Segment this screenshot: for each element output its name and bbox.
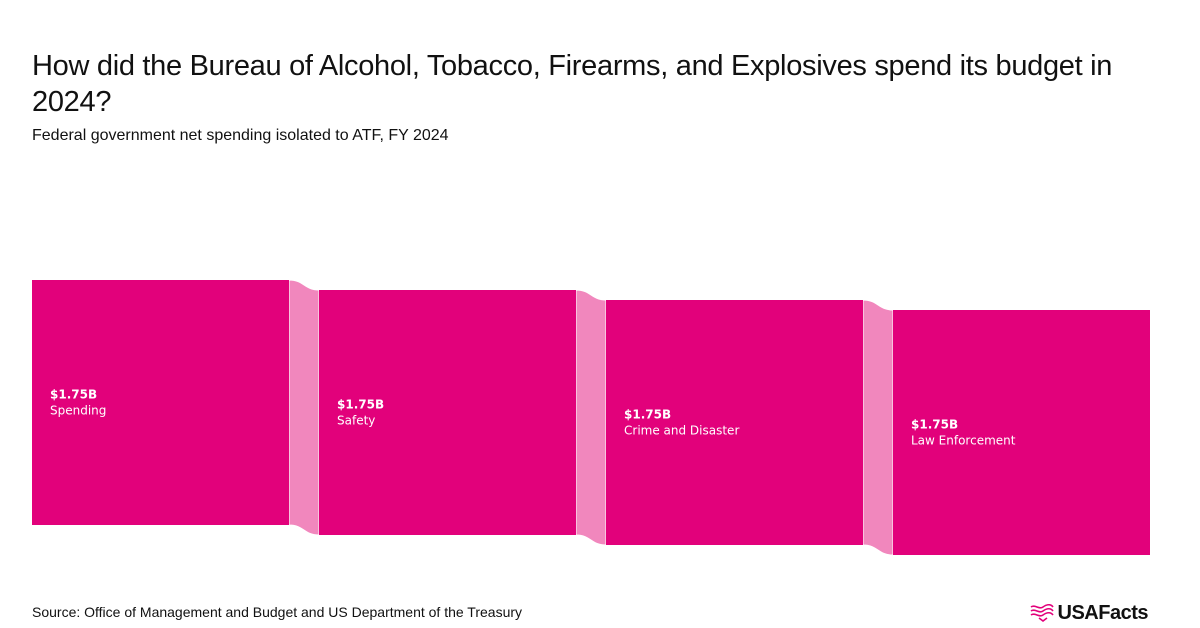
node-category-label: Spending	[50, 404, 106, 418]
sankey-node-2: $1.75B Crime and Disaster	[606, 300, 863, 545]
chart-title: How did the Bureau of Alcohol, Tobacco, …	[32, 50, 1113, 118]
sankey-node-0: $1.75B Spending	[32, 280, 289, 525]
node-value-label: $1.75B	[50, 388, 97, 402]
usafacts-flag-icon	[1030, 604, 1054, 622]
node-value-label: $1.75B	[624, 408, 671, 422]
chart-subtitle: Federal government net spending isolated…	[32, 127, 449, 144]
node-value-label: $1.75B	[337, 398, 384, 412]
sankey-node-1: $1.75B Safety	[319, 290, 576, 535]
node-category-label: Crime and Disaster	[624, 424, 739, 438]
sankey-node-3: $1.75B Law Enforcement	[893, 310, 1150, 555]
usafacts-logo[interactable]: USAFacts	[1030, 601, 1149, 625]
sankey-link-1	[575, 289, 607, 546]
sankey-node-bar	[319, 290, 576, 535]
sankey-link-2	[862, 299, 894, 556]
sankey-node-bar	[606, 300, 863, 545]
sankey-link-0	[288, 279, 320, 536]
node-value-label: $1.75B	[911, 418, 958, 432]
node-category-label: Law Enforcement	[911, 434, 1016, 448]
node-category-label: Safety	[337, 414, 375, 428]
logo-text: USAFacts	[1057, 601, 1149, 624]
sankey-node-bar	[32, 280, 289, 525]
sankey-node-bar	[893, 310, 1150, 555]
sankey-nodes: $1.75B Spending $1.75B Safety $1.75B Crime an…	[32, 280, 1150, 555]
source-note: Source: Office of Management and Budget …	[32, 604, 523, 620]
